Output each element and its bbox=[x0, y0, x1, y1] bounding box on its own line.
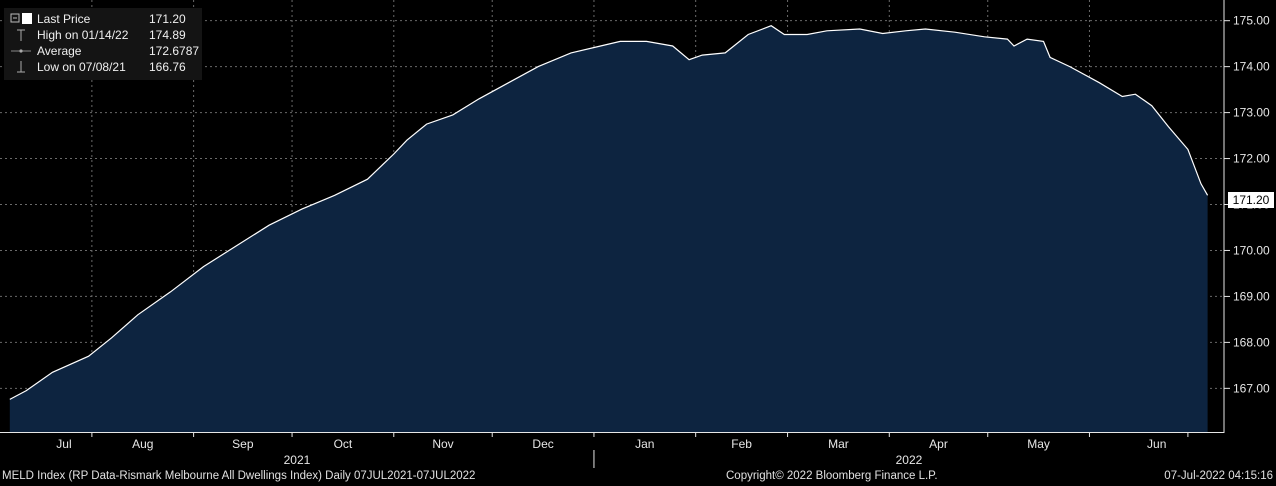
average-line-icon bbox=[11, 49, 31, 53]
footer-timestamp: 07-Jul-2022 04:15:16 bbox=[1164, 470, 1273, 482]
price-line bbox=[9, 25, 1209, 400]
legend-item-high: High on 01/14/22 174.89 bbox=[4, 27, 202, 43]
legend-value: 171.20 bbox=[149, 12, 186, 26]
year-label: 2022 bbox=[896, 453, 923, 467]
y-tick-label: 170.00 bbox=[1233, 243, 1270, 257]
y-tick-label: 168.00 bbox=[1233, 335, 1270, 349]
low-marker-icon bbox=[17, 61, 25, 73]
x-tick-label: Feb bbox=[731, 437, 752, 451]
x-tick-label: Aug bbox=[132, 437, 153, 451]
chart-footer: MELD Index (RP Data-Rismark Melbourne Al… bbox=[0, 468, 1276, 486]
legend-label: Average bbox=[37, 44, 82, 58]
legend-value: 174.89 bbox=[149, 28, 186, 42]
y-tick-label: 175.00 bbox=[1233, 14, 1270, 28]
legend-item-average: Average 172.6787 bbox=[4, 43, 202, 59]
last-price-tag: 171.20 bbox=[1228, 192, 1274, 208]
price-area-fill bbox=[9, 25, 1208, 432]
y-tick-label: 169.00 bbox=[1233, 289, 1270, 303]
x-tick-label: Oct bbox=[334, 437, 353, 451]
x-tick-label: Jun bbox=[1147, 437, 1166, 451]
legend-box: Last Price 171.20 High on 01/14/22 174.8… bbox=[4, 8, 202, 80]
x-tick-label: May bbox=[1027, 437, 1050, 451]
y-tick-label: 172.00 bbox=[1233, 152, 1270, 166]
legend-value: 166.76 bbox=[149, 60, 186, 74]
footer-copyright: Copyright© 2022 Bloomberg Finance L.P. bbox=[726, 470, 938, 482]
x-tick-label: Mar bbox=[828, 437, 849, 451]
axes-layer: 167.00168.00169.00170.00171.00172.00173.… bbox=[0, 0, 1270, 468]
legend-item-low: Low on 07/08/21 166.76 bbox=[4, 59, 202, 75]
year-label: 2021 bbox=[284, 453, 311, 467]
square-filled-icon bbox=[10, 13, 32, 24]
legend-label: Last Price bbox=[37, 12, 91, 26]
y-tick-label: 174.00 bbox=[1233, 60, 1270, 74]
x-tick-label: Apr bbox=[929, 437, 948, 451]
x-tick-label: Dec bbox=[532, 437, 553, 451]
x-tick-label: Sep bbox=[232, 437, 254, 451]
legend-item-last-price: Last Price 171.20 bbox=[4, 11, 202, 27]
footer-description: MELD Index (RP Data-Rismark Melbourne Al… bbox=[2, 470, 476, 482]
legend-value: 172.6787 bbox=[149, 44, 200, 58]
legend-label: Low on 07/08/21 bbox=[37, 60, 126, 74]
x-tick-label: Jan bbox=[635, 437, 654, 451]
y-tick-label: 173.00 bbox=[1233, 106, 1270, 120]
x-tick-label: Nov bbox=[432, 437, 453, 451]
legend-label: High on 01/14/22 bbox=[37, 28, 129, 42]
high-marker-icon bbox=[17, 29, 25, 41]
y-tick-label: 167.00 bbox=[1233, 381, 1270, 395]
x-tick-label: Jul bbox=[56, 437, 71, 451]
